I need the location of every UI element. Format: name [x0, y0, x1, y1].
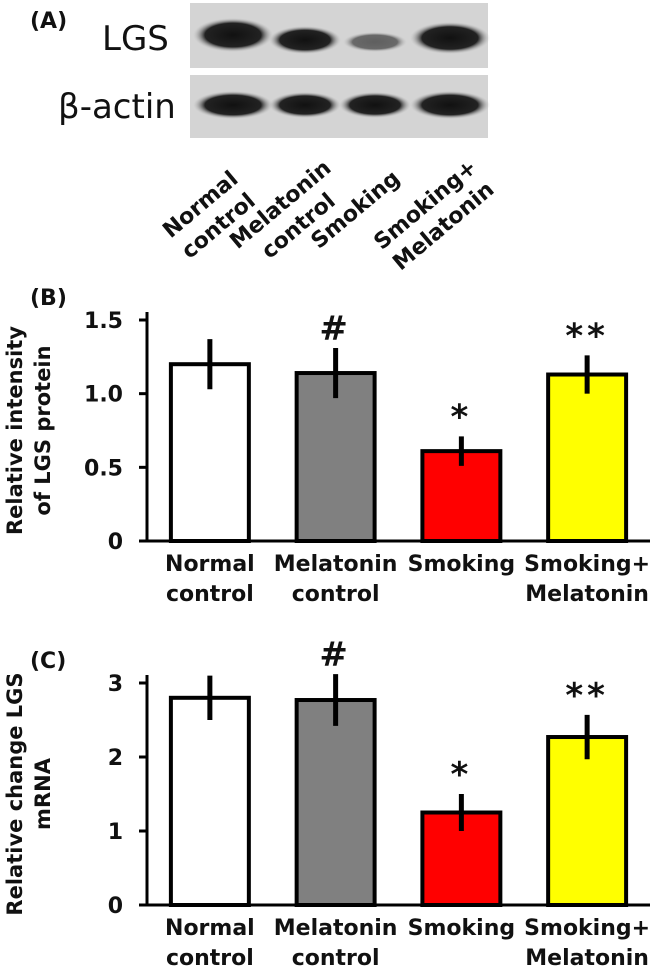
y-label-line: of LGS protein — [31, 345, 55, 515]
x-tick-label: Smoking — [408, 916, 515, 941]
panel-label: (A) — [30, 9, 67, 34]
y-label-line: Relative intensity — [3, 326, 27, 535]
x-tick-label: control — [292, 946, 380, 971]
bar — [546, 372, 629, 543]
bar — [294, 371, 377, 544]
x-tick-label: control — [166, 946, 254, 971]
x-tick-label: Melatonin — [274, 916, 398, 941]
x-tick-label: Smoking+ — [524, 916, 650, 941]
blot-band — [193, 91, 273, 119]
blot-band — [269, 26, 341, 54]
row-label: LGS — [102, 19, 169, 59]
x-tick-label: Smoking+ — [524, 552, 650, 577]
blot-band — [410, 22, 490, 54]
significance-marker: * — [450, 397, 472, 437]
blot-band — [339, 92, 411, 118]
x-tick-label: control — [292, 582, 380, 607]
blot-band — [410, 91, 490, 119]
significance-marker: * — [450, 755, 472, 795]
y-tick-label: 1.5 — [84, 309, 123, 334]
blot-band — [193, 18, 273, 52]
significance-marker: ** — [565, 316, 609, 356]
y-tick-label: 0.5 — [84, 456, 123, 481]
x-tick-label: Normal — [165, 552, 255, 577]
y-label-line: mRNA — [31, 757, 55, 830]
panel-label: (B) — [30, 286, 67, 311]
y-label-line: Relative change LGS — [3, 672, 27, 915]
x-tick-label: Melatonin — [274, 552, 398, 577]
row-label: β-actin — [58, 87, 176, 127]
y-tick-label: 1.0 — [84, 383, 123, 408]
y-tick-label: 0 — [108, 530, 123, 555]
x-tick-label: Smoking — [408, 552, 515, 577]
blot — [190, 3, 490, 138]
significance-marker: # — [319, 309, 352, 349]
blot-band — [269, 92, 341, 118]
bar — [294, 698, 377, 908]
bar — [168, 362, 251, 544]
bar — [168, 695, 251, 907]
x-tick-label: Melatonin — [525, 946, 649, 971]
x-tick-label: Normal — [165, 916, 255, 941]
x-tick-label: Melatonin — [525, 582, 649, 607]
y-tick-label: 0 — [108, 894, 123, 919]
y-tick-label: 1 — [108, 820, 123, 845]
y-label: Relative intensity of LGS protein — [3, 326, 55, 535]
significance-marker: ** — [565, 676, 609, 716]
y-label: Relative change LGS mRNA — [3, 672, 55, 915]
x-tick-label: control — [166, 582, 254, 607]
panel-label: (C) — [30, 649, 66, 674]
bar — [546, 735, 629, 908]
y-tick-label: 3 — [108, 672, 123, 697]
y-tick-label: 2 — [108, 746, 123, 771]
blot-band — [343, 32, 407, 52]
significance-marker: # — [319, 635, 352, 675]
